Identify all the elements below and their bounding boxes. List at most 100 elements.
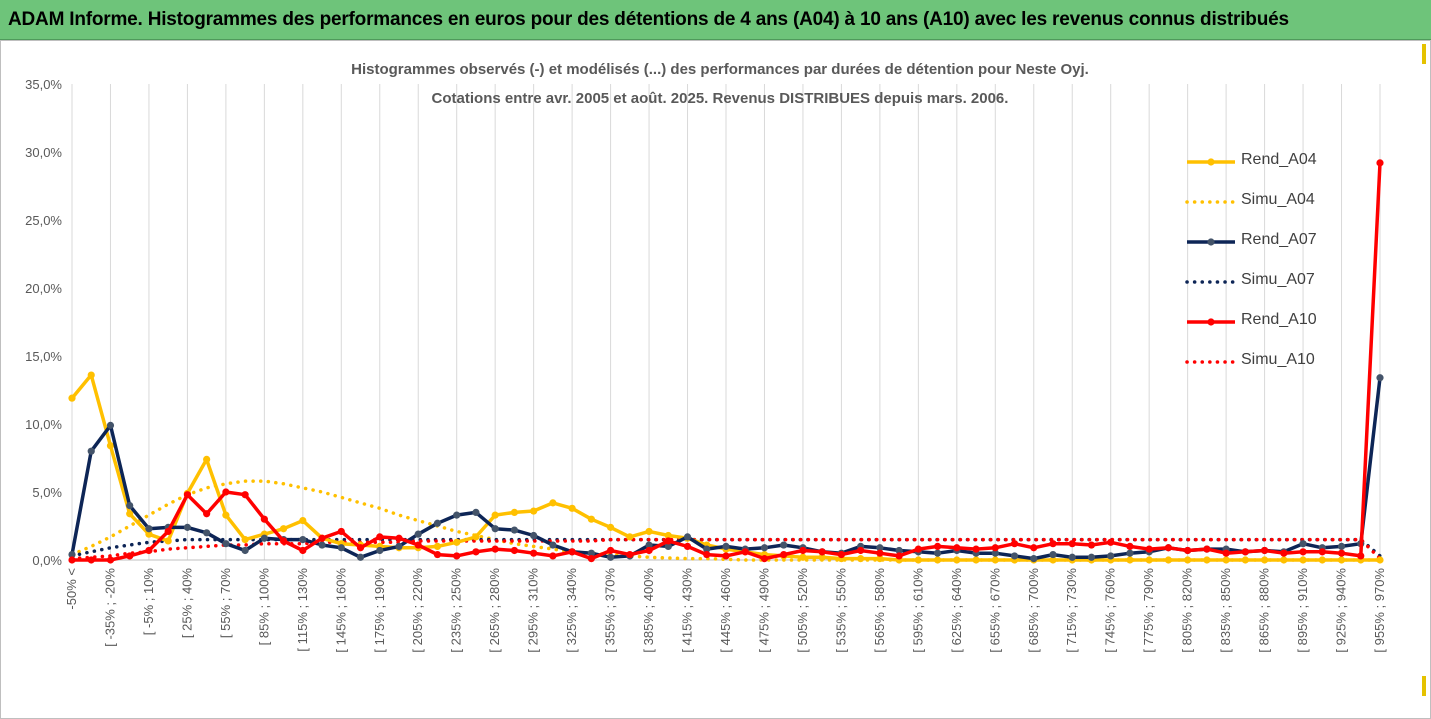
x-tick-label: [ 505% ; 520%: [795, 568, 810, 653]
data-point: [914, 545, 922, 553]
x-tick-label: [ 115% ; 130%: [295, 568, 310, 652]
data-point: [1280, 556, 1288, 564]
legend-item: Simu_A07: [1183, 268, 1363, 292]
data-point: [972, 556, 980, 564]
data-point: [222, 540, 230, 548]
data-point: [145, 525, 153, 533]
data-point: [933, 556, 942, 564]
data-point: [606, 553, 615, 561]
data-point: [1107, 552, 1115, 560]
data-point: [356, 553, 365, 561]
data-point: [1299, 548, 1307, 556]
y-tick-label: 15,0%: [25, 349, 62, 364]
data-point: [299, 516, 307, 525]
data-point: [1260, 556, 1269, 564]
data-point: [203, 455, 211, 463]
data-point: [837, 550, 846, 559]
data-point: [664, 542, 672, 551]
data-point: [818, 548, 826, 556]
data-point: [1318, 548, 1326, 556]
legend-label: Simu_A10: [1241, 351, 1315, 368]
data-point: [87, 371, 95, 379]
legend-label: Simu_A07: [1241, 271, 1315, 288]
data-point: [722, 542, 730, 551]
data-point: [260, 534, 268, 542]
data-point: [1203, 556, 1211, 564]
data-point: [626, 533, 634, 541]
x-tick-label: [ 745% ; 760%: [1103, 568, 1118, 653]
data-point: [991, 556, 999, 564]
data-point: [1010, 540, 1019, 548]
data-point: [1337, 549, 1346, 557]
data-point: [68, 550, 76, 559]
series-line-simu-a04: [70, 479, 1382, 562]
data-point: [818, 553, 826, 561]
data-point: [337, 527, 345, 536]
data-point: [549, 541, 557, 549]
data-point: [933, 549, 942, 557]
x-tick-label: [ 445% ; 460%: [718, 568, 733, 653]
y-tick-label: 5,0%: [32, 485, 62, 500]
data-point: [857, 546, 865, 555]
data-point: [914, 556, 922, 564]
x-tick-label: [ 865% ; 880%: [1257, 568, 1272, 653]
legend-swatch: [1185, 360, 1237, 364]
data-point: [953, 556, 961, 564]
x-tick-label: [ 535% ; 550%: [833, 568, 848, 653]
data-point: [1222, 556, 1230, 564]
data-point: [1087, 541, 1096, 549]
data-point: [510, 508, 519, 516]
x-tick-label: [ 235% ; 250%: [449, 568, 464, 653]
data-point: [472, 548, 480, 556]
data-point: [1280, 549, 1288, 557]
data-point: [645, 541, 653, 549]
x-tick-label: [ 415% ; 430%: [680, 568, 695, 653]
data-point: [664, 537, 672, 545]
data-point: [183, 491, 192, 499]
data-point: [933, 542, 942, 551]
data-point: [549, 552, 557, 560]
data-point: [433, 550, 442, 559]
data-point: [453, 538, 461, 546]
legend-item: Simu_A04: [1183, 188, 1363, 212]
data-point: [530, 507, 538, 515]
data-point: [1337, 542, 1346, 551]
legend-item: Simu_A10: [1183, 348, 1363, 372]
x-tick-label: [ 775% ; 790%: [1141, 568, 1156, 653]
data-point: [530, 549, 538, 557]
page-title: ADAM Informe. Histogrammes des performan…: [8, 9, 1289, 30]
data-point: [606, 523, 615, 531]
data-point: [1087, 553, 1096, 561]
data-point: [991, 544, 999, 552]
data-point: [68, 394, 76, 402]
x-tick-label: [ 145% ; 160%: [333, 568, 348, 653]
x-tick-label: [ 595% ; 610%: [910, 568, 925, 653]
data-point: [241, 491, 249, 499]
data-point: [472, 533, 480, 541]
data-point: [1126, 542, 1134, 551]
data-point: [953, 544, 961, 552]
data-point: [895, 552, 903, 560]
data-point: [453, 511, 461, 519]
data-point: [1049, 556, 1057, 564]
data-point: [972, 545, 980, 553]
legend-label: Rend_A10: [1241, 311, 1317, 328]
legend-label: Rend_A04: [1241, 151, 1317, 168]
legend-swatch: [1187, 238, 1235, 246]
data-point: [510, 546, 519, 555]
data-point: [414, 541, 422, 549]
data-point: [703, 550, 711, 559]
data-point: [453, 552, 461, 560]
x-tick-label: [ 295% ; 310%: [526, 568, 541, 653]
data-point: [1126, 556, 1134, 564]
data-point: [664, 531, 672, 540]
data-point: [780, 550, 788, 559]
data-point: [1049, 550, 1057, 559]
data-point: [356, 544, 365, 552]
legend-swatch: [1187, 318, 1235, 326]
data-point: [1030, 544, 1038, 552]
data-point: [164, 527, 172, 536]
data-point: [587, 515, 595, 523]
data-point: [491, 525, 499, 533]
data-point: [68, 556, 76, 564]
